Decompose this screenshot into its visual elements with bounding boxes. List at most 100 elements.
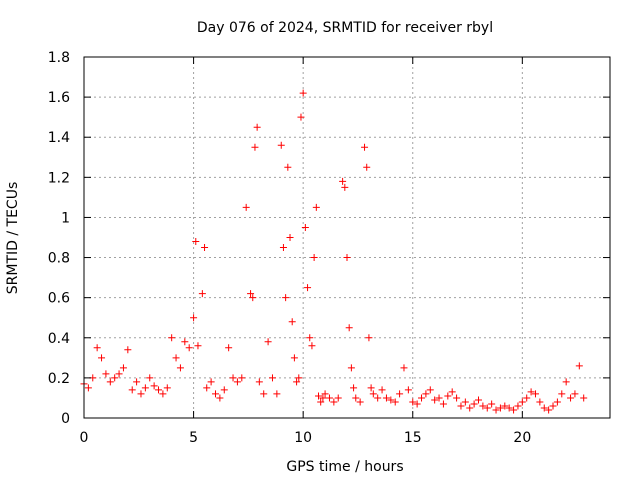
data-point — [264, 338, 272, 346]
data-point — [391, 398, 399, 406]
data-point — [168, 334, 176, 342]
data-point — [172, 354, 180, 362]
data-points — [80, 89, 588, 414]
data-point — [124, 346, 132, 354]
data-point — [361, 143, 369, 151]
data-point — [435, 394, 443, 402]
chart-title: Day 076 of 2024, SRMTID for receiver rby… — [197, 20, 493, 36]
data-point — [461, 398, 469, 406]
data-point — [115, 370, 123, 378]
data-point — [334, 394, 342, 402]
data-point — [253, 123, 261, 131]
data-point — [356, 398, 364, 406]
data-point — [567, 394, 575, 402]
data-point — [255, 378, 263, 386]
data-point — [133, 378, 141, 386]
data-point — [233, 378, 241, 386]
data-point — [448, 388, 456, 396]
data-point — [299, 89, 307, 97]
data-point — [279, 244, 287, 252]
data-point — [365, 334, 373, 342]
data-point — [339, 177, 347, 185]
data-point — [444, 392, 452, 400]
y-tick-label: 1.2 — [48, 170, 70, 186]
data-point — [369, 390, 377, 398]
data-point — [93, 344, 101, 352]
data-point — [106, 378, 114, 386]
data-point — [536, 398, 544, 406]
data-point — [201, 244, 209, 252]
data-point — [527, 388, 535, 396]
data-point — [284, 163, 292, 171]
data-point — [374, 394, 382, 402]
data-point — [540, 404, 548, 412]
data-point — [315, 392, 323, 400]
data-point — [220, 386, 228, 394]
data-point — [225, 344, 233, 352]
data-point — [194, 342, 202, 350]
data-point — [350, 384, 358, 392]
data-point — [575, 362, 583, 370]
data-point — [404, 386, 412, 394]
data-point — [466, 404, 474, 412]
data-point — [531, 390, 539, 398]
x-tick-label: 20 — [513, 430, 531, 446]
data-point — [457, 402, 465, 410]
data-point — [347, 364, 355, 372]
data-point — [190, 314, 198, 322]
data-point — [396, 390, 404, 398]
data-point — [518, 398, 526, 406]
data-point — [317, 398, 325, 406]
data-point — [185, 344, 193, 352]
plot-frame — [83, 56, 611, 419]
data-point — [163, 384, 171, 392]
data-point — [111, 374, 119, 382]
data-point — [247, 290, 255, 298]
data-point — [273, 390, 281, 398]
data-point — [545, 406, 553, 414]
y-tick-label: 0 — [61, 411, 70, 427]
x-axis-label: GPS time / hours — [286, 459, 403, 475]
data-point — [580, 394, 588, 402]
data-point — [308, 342, 316, 350]
data-point — [453, 394, 461, 402]
y-tick-label: 1.8 — [48, 50, 70, 66]
data-point — [102, 370, 110, 378]
data-point — [501, 402, 509, 410]
data-point — [510, 406, 518, 414]
data-point — [325, 394, 333, 402]
data-point — [382, 394, 390, 402]
data-point — [549, 402, 557, 410]
data-point — [119, 364, 127, 372]
data-point — [192, 238, 200, 246]
data-point — [571, 390, 579, 398]
data-point — [181, 338, 189, 346]
data-point — [475, 396, 482, 404]
data-point — [470, 400, 478, 408]
data-point — [229, 374, 237, 382]
data-point — [297, 113, 305, 121]
data-point — [155, 386, 163, 394]
data-point — [310, 254, 318, 262]
data-point — [523, 394, 531, 402]
data-point — [216, 394, 224, 402]
data-point — [345, 324, 353, 332]
data-point — [84, 384, 92, 392]
data-point — [137, 390, 145, 398]
data-point — [400, 364, 408, 372]
data-point — [207, 378, 215, 386]
x-tick-label: 10 — [294, 430, 312, 446]
data-point — [319, 394, 327, 402]
data-point — [367, 384, 375, 392]
x-tick-label: 15 — [404, 430, 422, 446]
data-point — [159, 390, 167, 398]
y-tick-label: 0.2 — [48, 371, 70, 387]
x-tick-label: 0 — [80, 430, 89, 446]
data-point — [290, 354, 298, 362]
y-tick-label: 0.4 — [48, 331, 70, 347]
data-point — [418, 394, 426, 402]
data-point — [150, 382, 158, 390]
data-point — [203, 384, 211, 392]
y-tick-label: 1 — [61, 210, 70, 226]
data-point — [293, 378, 301, 386]
